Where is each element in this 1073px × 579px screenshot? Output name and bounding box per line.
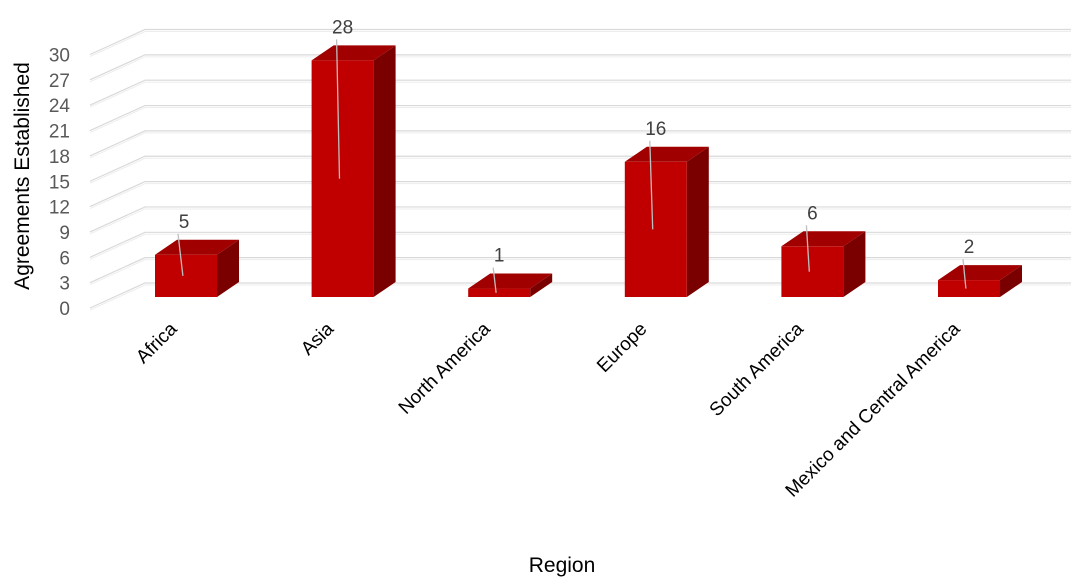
leader-lines [177,39,967,293]
leader-line [177,233,184,276]
gridline [89,130,1071,157]
bar-top [468,273,553,289]
bar [155,239,239,297]
bar [938,265,1022,297]
data-label: 5 [179,212,190,233]
leader-line [492,267,497,293]
y-tick-label: 21 [49,122,70,143]
bar-front [468,288,531,297]
bar-front [938,280,1000,297]
bar-front [624,161,687,297]
y-tick-label: 24 [49,96,71,117]
x-category-label: North America [395,318,495,418]
gridlines [89,28,1071,311]
bar-top [624,146,709,162]
data-labels: 5 28 1 16 6 2 [179,17,975,266]
x-category-label: Africa [132,318,181,367]
leader-line [649,140,654,230]
y-tick-label: 12 [49,198,70,219]
y-tick-label: 0 [59,299,70,320]
y-tick-label: 18 [49,147,70,168]
bar [781,231,866,297]
bar [311,45,396,298]
gridline-shadow [89,132,1071,159]
gridline-shadow [89,31,1071,57]
gridline-shadow [89,183,1071,210]
bar-side [1000,265,1022,297]
gridline [89,28,1071,56]
data-label: 1 [494,246,505,267]
gridline-shadow [89,259,1071,286]
x-category-label: Europe [593,319,651,377]
gridline [89,206,1071,233]
data-label: 6 [807,203,818,224]
x-axis-title: Region [529,554,596,577]
gridline [89,54,1071,81]
y-tick-label: 3 [59,274,70,295]
x-category-label: Asia [297,318,338,359]
gridline-shadow [89,157,1071,184]
bar-top [311,45,396,61]
gridline [89,257,1071,284]
y-tick-label: 27 [49,71,70,92]
data-label: 28 [332,17,353,38]
gridline-shadow [89,107,1071,134]
bar [468,273,553,297]
leader-line [335,39,341,179]
bar-front [311,60,374,298]
bar-top [781,231,866,247]
gridline [89,282,1071,309]
bar-front [155,254,217,297]
x-axis-category-labels: Africa Asia North America Europe South Ameri… [132,318,965,501]
y-tick-label: 30 [49,46,70,67]
gridline-shadow [89,284,1071,311]
gridline [89,79,1071,106]
bar [624,146,709,297]
bar-front [781,246,844,297]
gridline [89,231,1071,258]
gridline [89,181,1071,208]
y-axis-tick-labels: 0 3 6 9 12 15 18 21 24 27 30 [49,46,71,321]
bar-top [155,239,239,255]
y-tick-label: 15 [49,172,70,193]
bar-side [217,239,239,297]
y-axis-title: Agreements Established [11,62,34,290]
bar-top [938,265,1022,281]
x-category-label: South America [706,318,809,421]
data-label: 2 [964,237,975,258]
data-label: 16 [645,119,666,140]
bar-side [373,45,396,298]
bar-side [530,273,553,297]
gridline [89,155,1071,182]
y-tick-label: 9 [59,223,70,244]
gridline [89,104,1071,132]
x-category-label: Mexico and Central America [782,318,965,501]
bars [155,45,1022,298]
leader-line [962,259,967,289]
bar-side [843,231,866,297]
gridline-shadow [89,56,1071,83]
gridline-shadow [89,81,1071,108]
bar-side [686,146,709,297]
gridline-shadow [89,233,1071,260]
y-tick-label: 6 [59,248,70,269]
gridline-shadow [89,208,1071,235]
leader-line [805,225,810,272]
